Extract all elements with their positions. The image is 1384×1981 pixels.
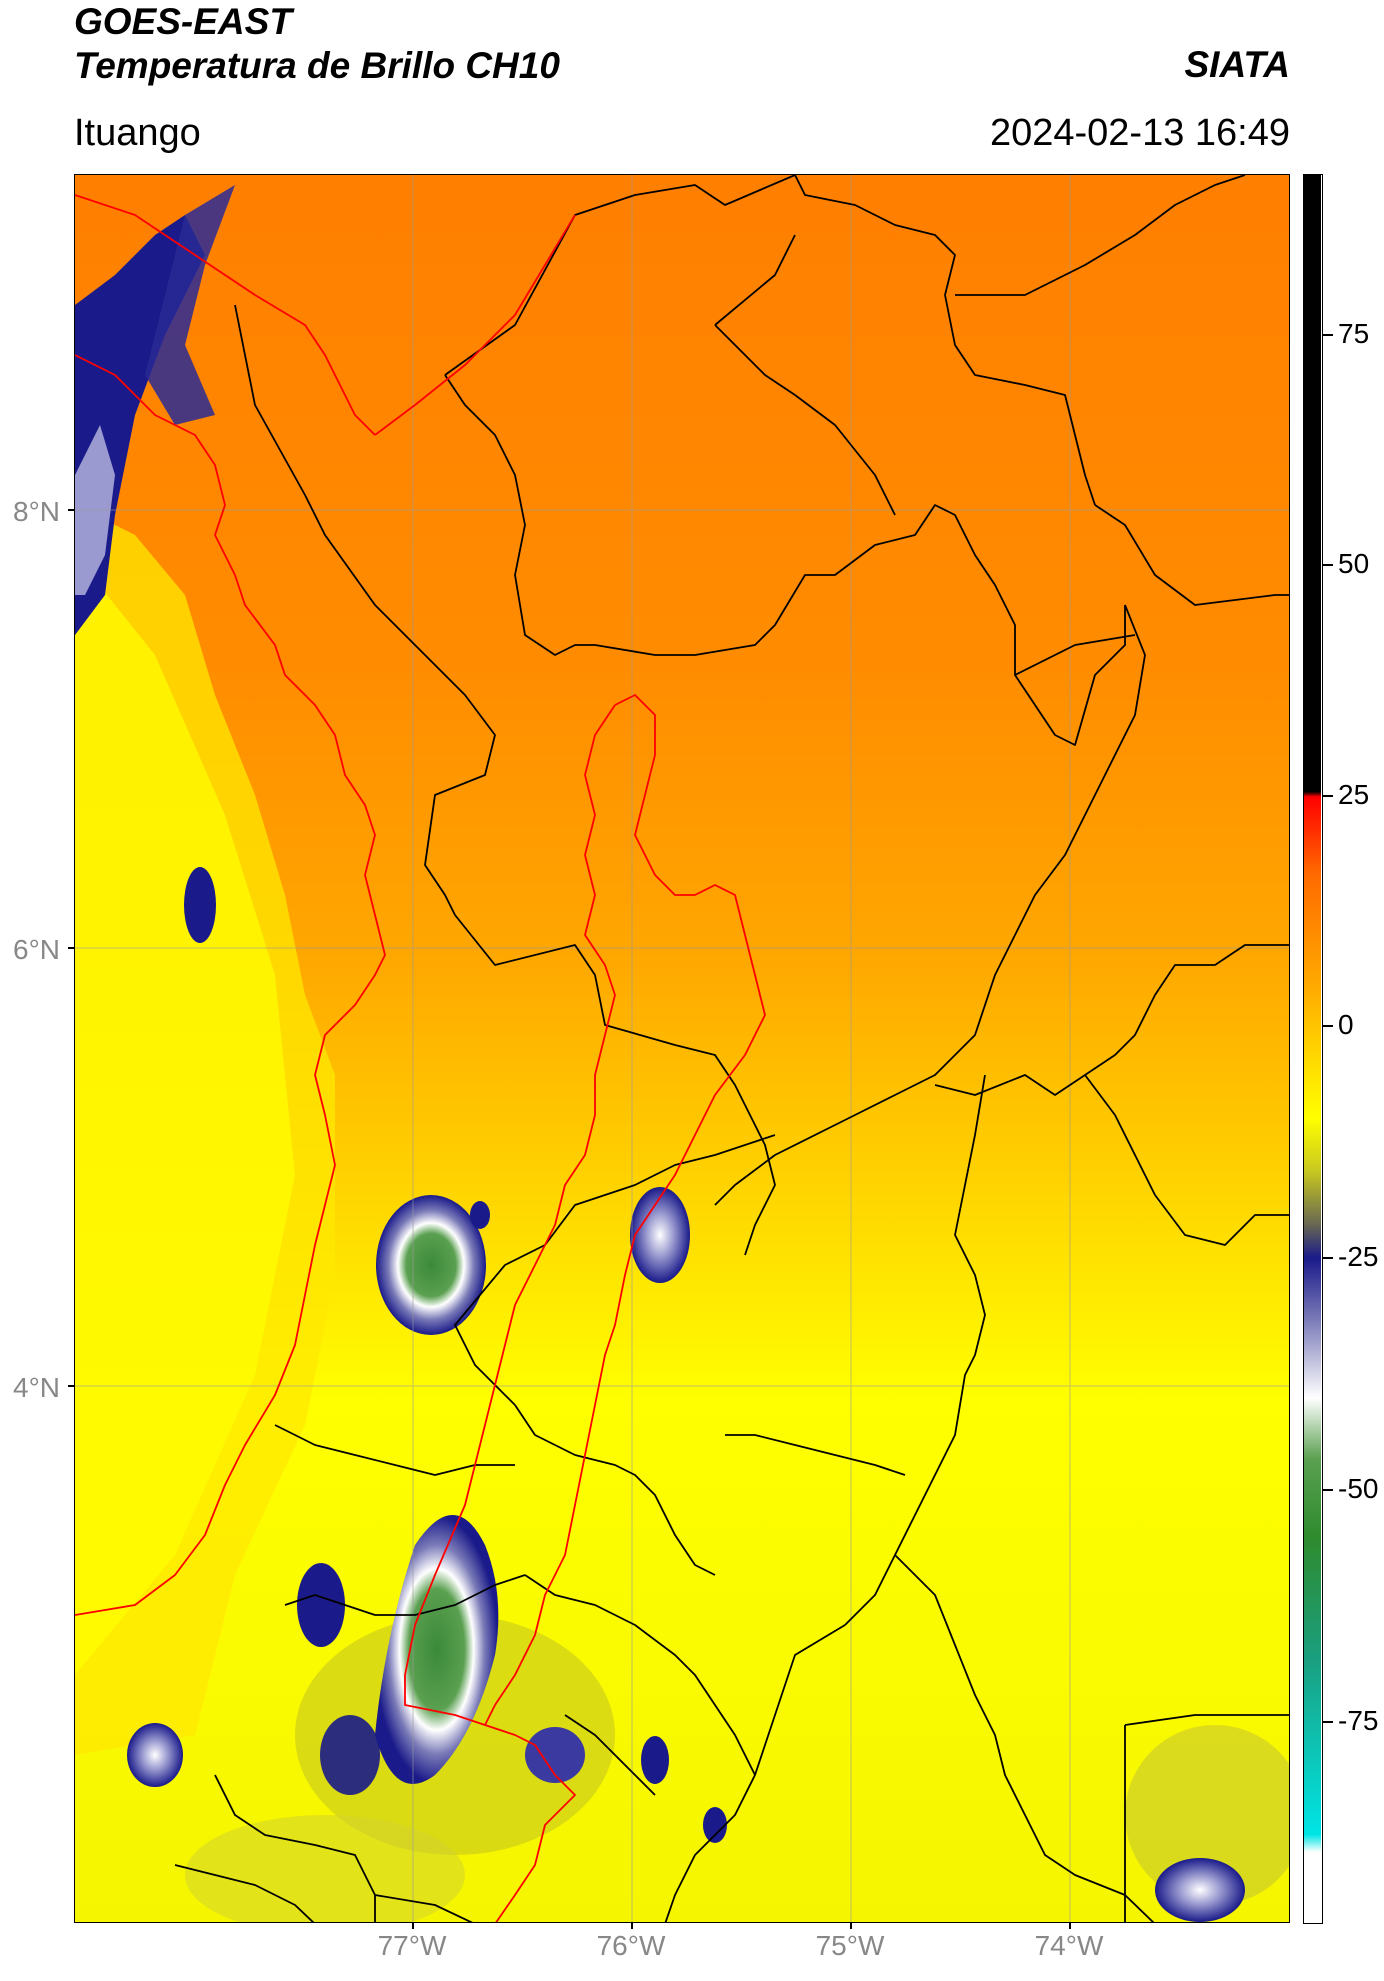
colorbar-label: -50: [1338, 1473, 1379, 1504]
olive-patch-3: [185, 1815, 465, 1922]
timestamp-label: 2024-02-13 16:49: [989, 112, 1290, 154]
lon-tick: [850, 1923, 852, 1929]
colorbar-label: 50: [1338, 548, 1370, 579]
cloud-south-main: [375, 1515, 499, 1784]
colorbar-tick: [1323, 1489, 1333, 1491]
cloud-south-east: [525, 1727, 585, 1783]
admin-borders: [174, 175, 1289, 1922]
lon-tick: [412, 1923, 414, 1929]
lon-tick: [1069, 1923, 1071, 1929]
colorbar-tick: [1323, 1257, 1333, 1259]
colorbar-label: -75: [1338, 1705, 1379, 1736]
lon-label-74w: 74°W: [1034, 1930, 1104, 1961]
title-block: GOES-EAST Temperatura de Brillo CH10: [74, 0, 560, 88]
lon-tick: [631, 1923, 633, 1929]
location-label: Ituango: [74, 112, 201, 154]
colorbar-tick: [1323, 795, 1333, 797]
lat-tick: [68, 947, 74, 949]
colorbar: [1303, 174, 1323, 1924]
cloud-far-sw: [127, 1723, 183, 1787]
brand-label: SIATA: [1184, 44, 1290, 85]
colorbar-label: 75: [1338, 318, 1370, 349]
cloud-south-small: [641, 1736, 669, 1784]
cloud-tiny: [470, 1201, 490, 1229]
cloud-small-west: [184, 867, 216, 943]
cloud-south-west2: [320, 1715, 380, 1795]
cloud-se-small: [703, 1807, 727, 1843]
colorbar-label: -25: [1338, 1241, 1379, 1272]
lon-label-76w: 76°W: [596, 1930, 666, 1961]
cloud-south-west: [297, 1563, 345, 1647]
cloud-central-west: [376, 1195, 486, 1335]
lat-tick: [68, 509, 74, 511]
colorbar-gradient: [1304, 175, 1321, 1922]
cloud-far-se: [1155, 1858, 1245, 1922]
cloud-central: [630, 1187, 690, 1283]
product-title: GOES-EAST: [74, 1, 292, 42]
lat-label-4n: 4°N: [13, 1372, 60, 1403]
lat-label-8n: 8°N: [13, 496, 60, 527]
satellite-map: [75, 175, 1289, 1922]
western-yellow: [75, 555, 295, 1675]
colorbar-tick: [1323, 1025, 1333, 1027]
channel-title: Temperatura de Brillo CH10: [74, 45, 560, 86]
colorbar-label: 25: [1338, 779, 1370, 810]
red-borders: [75, 194, 766, 1922]
colorbar-label: 0: [1338, 1009, 1354, 1040]
cloud-ridge: [145, 185, 235, 425]
map-frame[interactable]: [74, 174, 1290, 1923]
colorbar-tick: [1323, 1721, 1333, 1723]
olive-patch-2: [1125, 1725, 1289, 1905]
lat-label-6n: 6°N: [13, 934, 60, 965]
lon-label-77w: 77°W: [377, 1930, 447, 1961]
lon-label-75w: 75°W: [815, 1930, 885, 1961]
colorbar-tick: [1323, 564, 1333, 566]
lat-tick: [68, 1385, 74, 1387]
colorbar-tick: [1323, 334, 1333, 336]
